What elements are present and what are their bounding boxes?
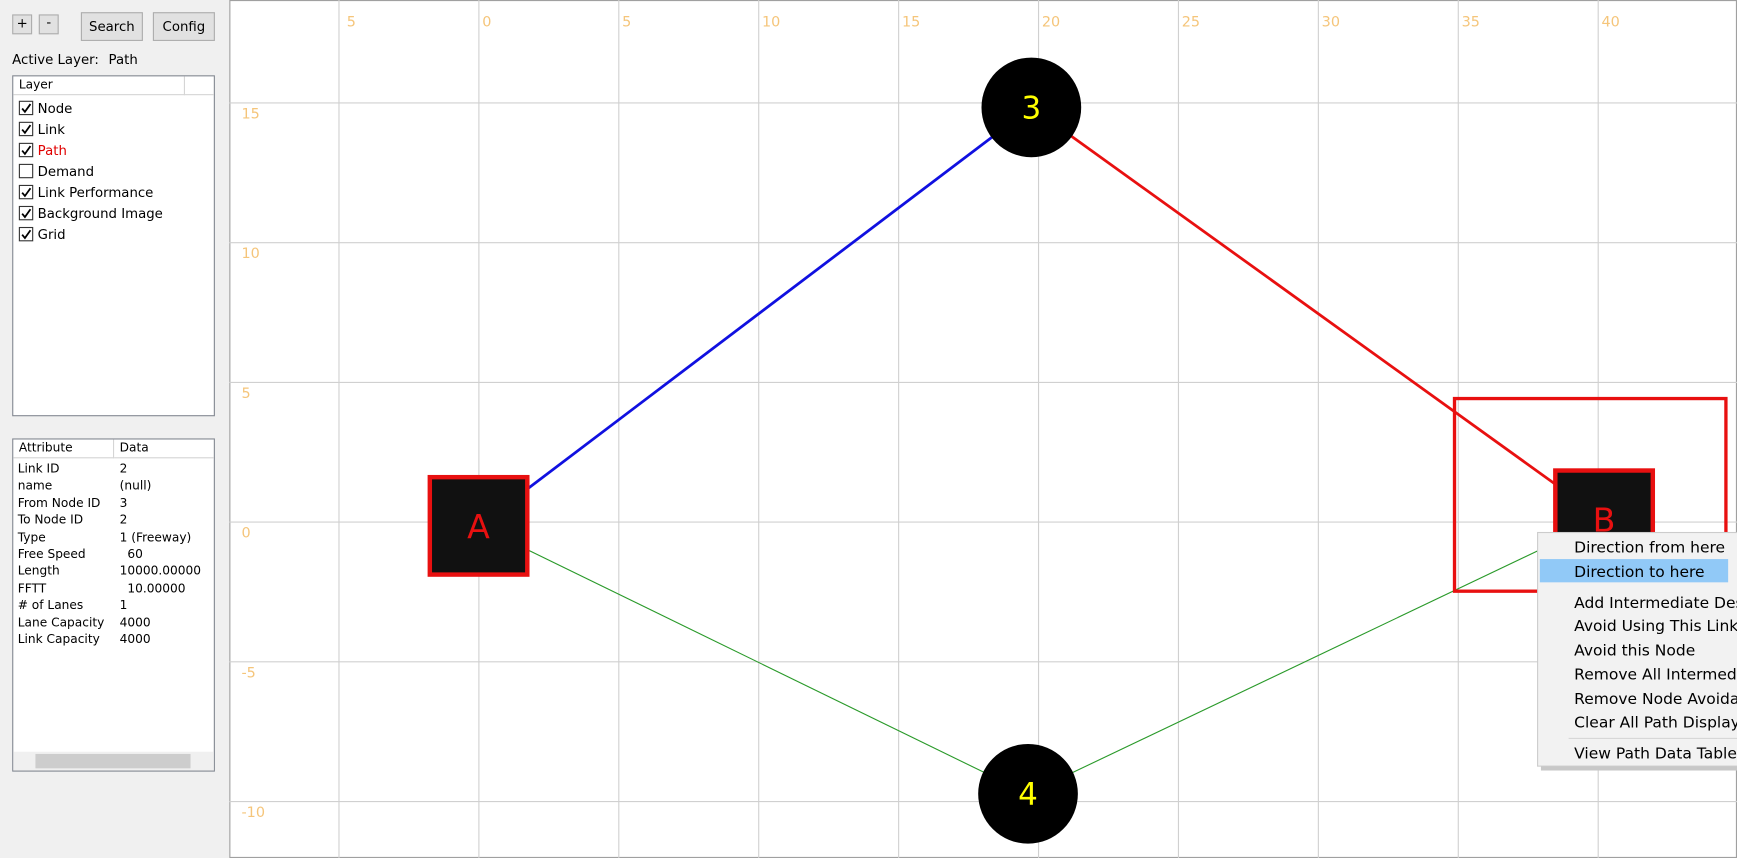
link [478, 525, 1029, 795]
layer-label[interactable]: Grid [37, 226, 66, 243]
menu-item[interactable]: Avoid this Node [1574, 641, 1695, 659]
zoom-out-button[interactable]: - [38, 14, 59, 35]
layer-checkbox[interactable] [18, 142, 34, 158]
node-label: 4 [1018, 777, 1038, 813]
network-canvas[interactable]: 5 0 5 10 15 20 25 30 35 40 15 10 5 0 -5 -10 A B 3 4 Directio… [229, 0, 1737, 858]
menu-item[interactable]: Direction from here [1574, 538, 1725, 556]
layer-label[interactable]: Node [37, 100, 73, 117]
link [1030, 106, 1605, 521]
grid-x-label: 10 [762, 15, 780, 31]
attribute-value: 2 [119, 512, 128, 528]
menu-item[interactable]: View Path Data Table a [1574, 744, 1737, 762]
grid-x-label: 25 [1182, 15, 1200, 31]
grid-x-label: 35 [1462, 15, 1480, 31]
attribute-name: FFTT [17, 581, 47, 596]
check-mark [21, 187, 32, 198]
menu-item[interactable]: Clear All Path Display [1574, 713, 1737, 731]
grid-y-label: 0 [241, 526, 250, 542]
menu-item[interactable]: Remove Node Avoidan [1574, 690, 1737, 708]
attribute-value: 60 [119, 546, 143, 562]
config-button[interactable]: Config [152, 12, 215, 41]
layer-checkbox[interactable] [18, 100, 34, 116]
menu-item[interactable]: Add Intermediate Dest [1574, 594, 1737, 612]
grid-x-label: 0 [482, 15, 491, 31]
layer-header-blank [184, 76, 214, 96]
check-mark [21, 208, 32, 219]
grid-x-label: 40 [1602, 15, 1620, 31]
active-layer-label: Active Layer: [12, 52, 99, 68]
check-mark [21, 103, 32, 114]
attribute-value: 4000 [119, 615, 151, 630]
search-button[interactable]: Search [80, 12, 143, 41]
grid-y-label: 5 [241, 386, 250, 402]
layer-label[interactable]: Path [37, 142, 67, 159]
grid-y-label: -10 [241, 805, 264, 821]
node-label: 3 [1021, 90, 1041, 126]
attribute-name: Length [17, 563, 60, 579]
link [1027, 518, 1605, 795]
layer-checkbox[interactable] [18, 121, 34, 137]
layer-checkbox[interactable] [18, 184, 34, 200]
layer-checkbox[interactable] [18, 226, 34, 242]
attribute-name: From Node ID [17, 495, 101, 511]
attribute-value: 10.00000 [119, 581, 186, 596]
grid-y-label: -5 [241, 665, 255, 681]
attribute-name: Link Capacity [17, 632, 100, 647]
layer-list: Layer Node Link Path Demand Link Performance… [12, 75, 215, 417]
attribute-value: 1 (Freeway) [119, 529, 192, 545]
grid-x-label: 30 [1322, 15, 1340, 31]
link [477, 106, 1033, 527]
attribute-value: 10000.00000 [119, 563, 202, 579]
layer-header: Layer [13, 76, 185, 96]
scroll-thumb[interactable] [35, 753, 191, 769]
canvas-background [229, 0, 1737, 858]
attribute-name: name [17, 478, 53, 494]
attribute-table: Attribute Data Link ID 2 name (null) From No… [12, 438, 215, 772]
layer-checkbox[interactable] [18, 163, 34, 179]
grid-y-label: 10 [241, 246, 259, 262]
menu-highlight [1539, 559, 1729, 583]
layer-label[interactable]: Demand [37, 163, 95, 180]
attribute-value: 1 [119, 598, 128, 613]
attribute-value: 2 [119, 461, 128, 477]
attribute-name: Lane Capacity [17, 615, 105, 630]
attribute-name: Type [17, 529, 46, 545]
node [427, 474, 530, 577]
menu-item[interactable]: Remove All Intermedia [1574, 666, 1737, 684]
active-layer-value: Path [108, 52, 138, 68]
grid-x-label: 15 [902, 15, 920, 31]
check-mark [21, 124, 32, 135]
menu-item[interactable]: Avoid Using This Link [1574, 617, 1737, 635]
check-mark [21, 229, 32, 240]
node-label: A [467, 507, 490, 546]
layer-checkbox[interactable] [18, 205, 34, 221]
grid-x-label: 5 [622, 15, 631, 31]
zoom-in-button[interactable]: + [12, 14, 33, 35]
attribute-value: 3 [119, 495, 128, 511]
attribute-value: 4000 [119, 632, 151, 647]
node [978, 743, 1078, 844]
data-header: Data [114, 439, 214, 459]
scrollbar[interactable] [13, 751, 214, 771]
node [981, 57, 1082, 158]
attribute-name: To Node ID [17, 512, 84, 528]
attribute-value: (null) [119, 478, 152, 494]
layer-label[interactable]: Link [37, 121, 65, 138]
layer-label[interactable]: Background Image [37, 205, 163, 222]
check-mark [21, 145, 32, 156]
grid-x-label: 20 [1042, 15, 1060, 31]
grid-x-label: 5 [347, 15, 356, 31]
grid-y-label: 15 [241, 106, 259, 122]
menu-item[interactable]: Direction to here [1574, 563, 1704, 581]
attribute-name: Link ID [17, 461, 60, 477]
attribute-name: # of Lanes [17, 598, 84, 613]
attribute-name: Free Speed [17, 546, 86, 562]
layer-label[interactable]: Link Performance [37, 184, 154, 201]
node-label: B [1593, 500, 1616, 539]
attribute-header: Attribute [13, 439, 115, 459]
